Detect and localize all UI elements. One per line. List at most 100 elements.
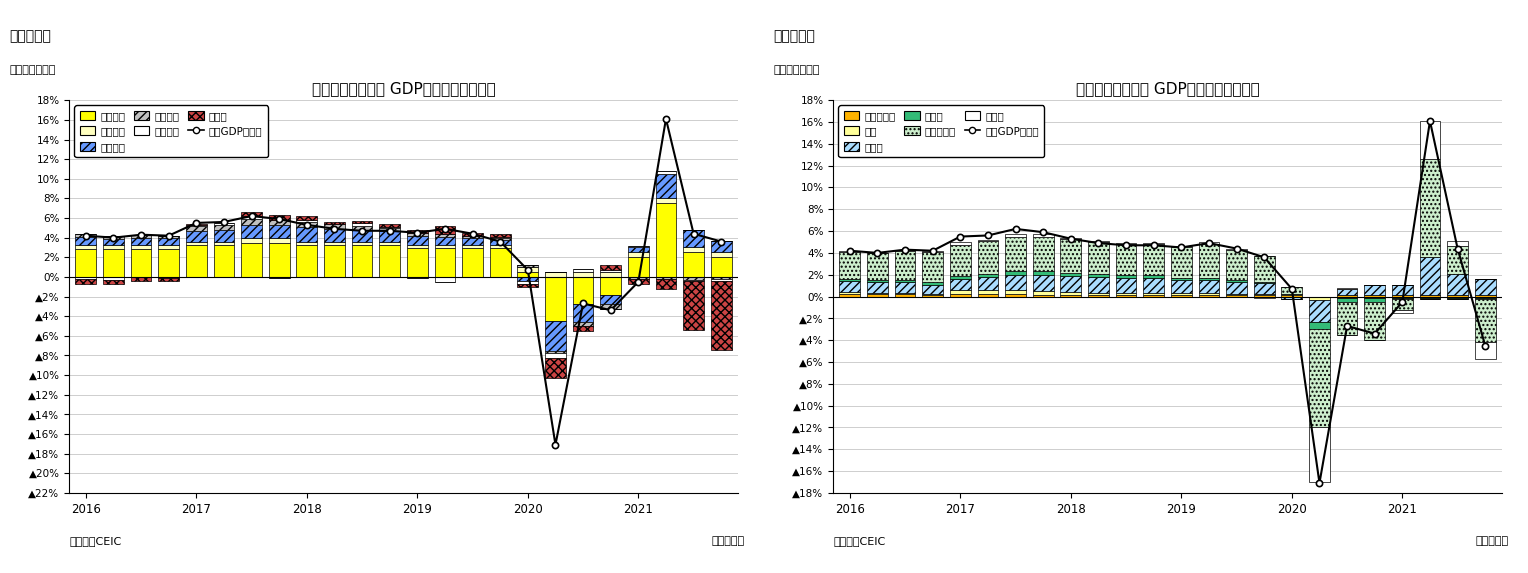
Bar <box>1170 248 1192 278</box>
Bar <box>866 253 888 280</box>
Bar <box>1088 242 1109 274</box>
Bar <box>1365 296 1384 297</box>
Bar <box>1282 296 1302 297</box>
Bar <box>351 242 373 245</box>
Bar <box>186 224 206 225</box>
Bar <box>1198 244 1219 278</box>
Bar <box>545 354 565 358</box>
Bar <box>950 245 970 276</box>
Bar <box>1447 274 1468 296</box>
Bar <box>1198 280 1219 293</box>
Bar <box>75 237 96 245</box>
Bar <box>711 277 732 279</box>
Bar <box>490 245 510 249</box>
Bar <box>1227 249 1247 250</box>
Bar <box>895 250 915 251</box>
Bar <box>1005 295 1025 297</box>
Bar <box>573 322 593 326</box>
Bar <box>324 229 345 242</box>
Bar <box>628 248 649 252</box>
Bar <box>159 238 179 245</box>
Bar <box>1282 297 1302 299</box>
Bar <box>1420 297 1441 299</box>
Bar <box>159 249 179 277</box>
Bar <box>379 245 400 277</box>
Bar <box>950 290 970 295</box>
Bar <box>296 227 318 242</box>
Bar <box>839 281 860 292</box>
Bar <box>1227 282 1247 295</box>
Bar <box>978 290 998 295</box>
Bar <box>923 295 943 296</box>
Bar <box>269 242 290 277</box>
Bar <box>573 277 593 304</box>
Bar <box>1475 279 1496 296</box>
Bar <box>711 257 732 277</box>
Bar <box>1337 297 1357 302</box>
Bar <box>1005 237 1025 272</box>
Bar <box>1337 302 1357 335</box>
Bar <box>601 304 620 309</box>
Bar <box>628 257 649 277</box>
Bar <box>1254 282 1274 284</box>
Bar <box>131 238 151 245</box>
Bar <box>463 245 483 249</box>
Bar <box>1005 272 1025 274</box>
Bar <box>241 212 261 216</box>
Bar <box>656 203 677 277</box>
Bar <box>131 277 151 281</box>
Bar <box>1227 280 1247 282</box>
Bar <box>1115 244 1137 274</box>
Bar <box>102 277 124 280</box>
Bar <box>296 216 318 220</box>
Bar <box>601 272 620 277</box>
Bar <box>1170 246 1192 248</box>
Bar <box>1115 293 1137 296</box>
Bar <box>573 304 593 322</box>
Bar <box>839 279 860 281</box>
Bar <box>1392 296 1413 297</box>
Bar <box>214 230 234 242</box>
Bar <box>1088 293 1109 296</box>
Bar <box>463 249 483 277</box>
Bar <box>839 295 860 297</box>
Bar <box>1060 292 1082 296</box>
Bar <box>102 249 124 277</box>
Bar <box>895 251 915 280</box>
Bar <box>950 295 970 297</box>
Bar <box>75 279 96 284</box>
Bar <box>518 284 538 286</box>
Bar <box>1227 250 1247 280</box>
Bar <box>683 277 704 280</box>
Bar <box>1447 297 1468 299</box>
Bar <box>379 224 400 227</box>
Bar <box>656 171 677 174</box>
Bar <box>1337 288 1357 289</box>
Bar <box>601 277 620 295</box>
Bar <box>75 234 96 237</box>
Bar <box>75 277 96 279</box>
Bar <box>351 226 373 230</box>
Bar <box>683 280 704 281</box>
Bar <box>1392 297 1413 299</box>
Bar <box>1420 159 1441 257</box>
Bar <box>75 249 96 277</box>
Bar <box>1033 237 1054 272</box>
Bar <box>895 280 915 282</box>
Bar <box>1198 293 1219 296</box>
Bar <box>296 245 318 277</box>
Bar <box>1254 295 1274 296</box>
Bar <box>1254 296 1274 297</box>
Bar <box>186 242 206 245</box>
Legend: 民間消費, 政府消費, 民間投資, 公共投資, 在庫変動, 純輸出, 実質GDP成長率: 民間消費, 政府消費, 民間投資, 公共投資, 在庫変動, 純輸出, 実質GDP… <box>75 105 267 157</box>
Bar <box>1309 329 1329 427</box>
Bar <box>711 241 732 252</box>
Bar <box>923 252 943 282</box>
Bar <box>1005 234 1025 237</box>
Bar <box>1115 296 1137 297</box>
Bar <box>545 272 565 277</box>
Bar <box>241 242 261 277</box>
Title: マレーシアの実質 GDP成長率（需要側）: マレーシアの実質 GDP成長率（需要側） <box>312 81 495 96</box>
Bar <box>1060 238 1082 239</box>
Bar <box>324 242 345 245</box>
